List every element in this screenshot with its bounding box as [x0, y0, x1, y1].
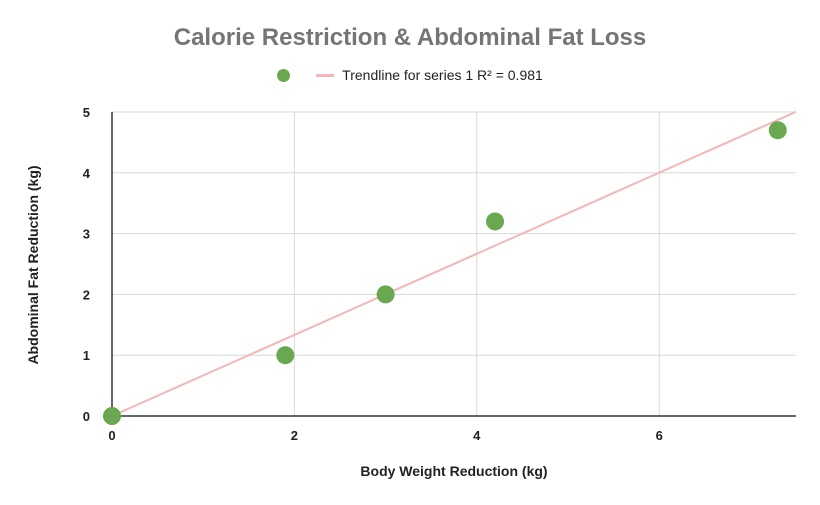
legend-trendline-marker: [316, 73, 335, 77]
y-tick-label: 1: [83, 348, 90, 363]
chart-title: Calorie Restriction & Abdominal Fat Loss: [173, 24, 647, 51]
data-point: [276, 346, 295, 365]
data-points: [103, 121, 787, 425]
y-tick-label: 5: [83, 105, 90, 120]
data-point: [376, 285, 395, 304]
y-tick-label: 2: [83, 287, 90, 302]
legend-series-marker: [277, 68, 291, 82]
trendline-layer: [111, 110, 797, 417]
x-tick-label: 4: [473, 428, 481, 443]
tick-labels: 0 1 2 3 4 5 0 2 4 6: [83, 105, 663, 443]
legend: Trendline for series 1 R² = 0.981: [0, 67, 820, 83]
x-tick-label: 2: [291, 428, 298, 443]
x-tick-label: 6: [656, 428, 663, 443]
legend-trendline-label: Trendline for series 1 R² = 0.981: [342, 67, 543, 83]
y-tick-label: 3: [83, 227, 90, 242]
x-axis-label: Body Weight Reduction (kg): [360, 463, 548, 479]
y-tick-label: 4: [83, 166, 91, 181]
x-tick-label: 0: [108, 428, 115, 443]
data-point: [103, 407, 121, 425]
y-tick-label: 0: [83, 409, 90, 424]
data-point: [486, 212, 505, 231]
data-point: [768, 121, 787, 140]
axes: [111, 112, 796, 417]
y-axis-label: Abdominal Fat Reduction (kg): [25, 165, 41, 365]
trendline: [111, 110, 797, 417]
gridlines: [112, 111, 796, 416]
